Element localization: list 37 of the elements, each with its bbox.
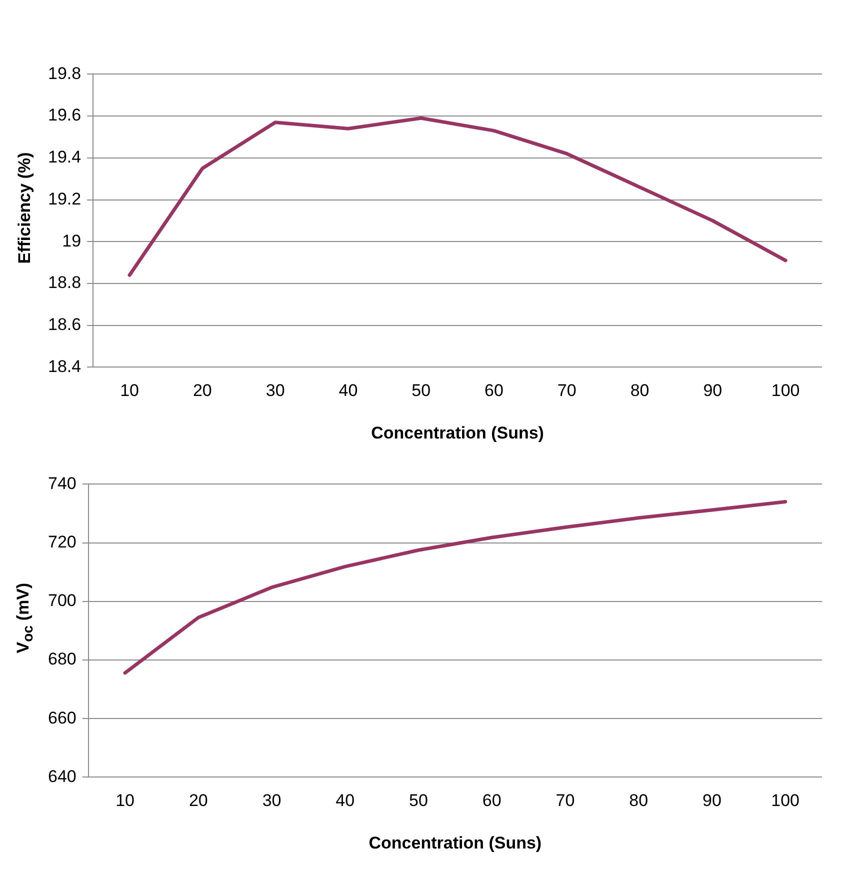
x-tick-label: 50: [412, 381, 431, 400]
y-tick-label: 19.4: [48, 148, 82, 167]
x-axis-title: Concentration (Suns): [371, 423, 544, 442]
x-tick-label: 50: [409, 791, 428, 810]
x-tick-label: 70: [556, 791, 575, 810]
y-tick-label: 18.4: [48, 356, 82, 376]
y-tick-label: 18.6: [48, 315, 82, 334]
x-tick-label: 90: [703, 381, 722, 400]
x-tick-label: 90: [702, 791, 722, 810]
x-tick-label: 80: [629, 791, 648, 810]
y-tick-label: 18.8: [48, 273, 82, 292]
y-tick-label: 19.6: [48, 106, 82, 125]
y-tick-label: 720: [48, 532, 76, 552]
x-tick-label: 100: [771, 791, 800, 810]
x-tick-label: 80: [630, 381, 650, 400]
x-tick-label: 40: [336, 791, 355, 810]
y-tick-label: 19.2: [48, 189, 82, 208]
x-tick-label: 20: [192, 381, 212, 400]
x-tick-label: 20: [188, 791, 208, 810]
y-tick-label: 740: [48, 474, 76, 493]
y-tick-label: 19.8: [48, 64, 82, 83]
y-tick-label: 660: [48, 708, 76, 728]
x-axis-title: Concentration (Suns): [368, 833, 542, 852]
x-tick-label: 30: [262, 791, 282, 810]
y-tick-label: 700: [48, 591, 76, 610]
y-tick-label: 640: [48, 766, 76, 786]
x-tick-label: 40: [338, 381, 358, 400]
x-tick-label: 10: [116, 791, 135, 810]
y-tick-label: 680: [48, 650, 76, 669]
x-tick-label: 100: [771, 381, 800, 400]
y-axis-title: Efficiency (%): [15, 152, 35, 264]
x-tick-label: 70: [557, 381, 576, 400]
y-tick-label: 19: [62, 231, 82, 250]
x-tick-label: 60: [482, 791, 502, 810]
x-tick-label: 10: [120, 381, 139, 400]
x-tick-label: 30: [266, 381, 285, 400]
x-tick-label: 60: [484, 381, 504, 400]
